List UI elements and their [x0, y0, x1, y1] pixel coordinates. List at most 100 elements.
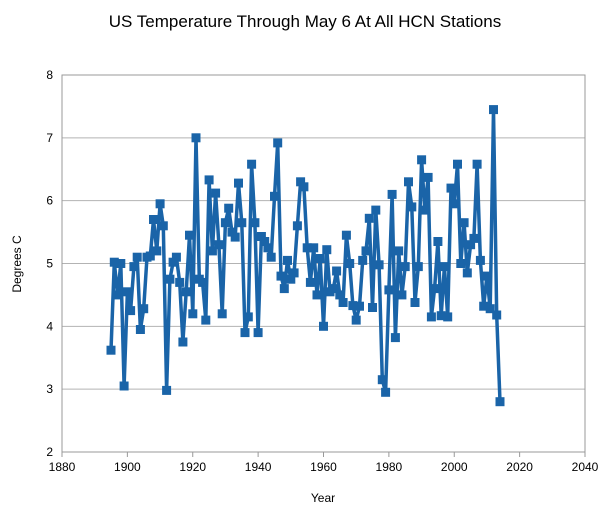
- data-point-1996: [436, 311, 446, 321]
- data-point-1900: [122, 287, 132, 297]
- data-point-1960: [319, 321, 328, 331]
- grid-lines: [62, 74, 585, 453]
- data-point-2006: [469, 233, 479, 243]
- data-point-1919: [185, 230, 194, 240]
- data-point-1990: [417, 155, 427, 165]
- data-point-1946: [273, 138, 283, 148]
- data-point-1912: [162, 385, 172, 395]
- data-point-1978: [377, 375, 387, 385]
- data-point-1994: [430, 284, 440, 294]
- data-point-1987: [407, 202, 417, 212]
- data-point-1937: [243, 312, 253, 322]
- data-point-2013: [492, 310, 502, 320]
- data-point-1965: [335, 290, 345, 300]
- data-point-1984: [397, 290, 407, 300]
- data-point-1925: [204, 175, 214, 185]
- data-point-1929: [217, 309, 227, 319]
- data-point-1939: [250, 218, 260, 228]
- data-point-2014: [495, 397, 505, 407]
- data-point-1895: [106, 345, 116, 355]
- data-point-2002: [456, 259, 466, 268]
- data-point-1897: [113, 290, 123, 300]
- x-tick-label-1920: 1920: [179, 460, 206, 474]
- data-point-2010: [482, 271, 492, 281]
- data-point-1976: [371, 205, 381, 215]
- x-tick-label-1900: 1900: [114, 460, 141, 474]
- data-point-2001: [453, 159, 462, 169]
- data-point-1953: [296, 177, 306, 187]
- y-tick-label-5: 5: [46, 257, 53, 271]
- data-point-1955: [302, 243, 312, 253]
- data-point-1969: [348, 301, 358, 311]
- data-point-1991: [420, 205, 430, 215]
- data-point-1980: [384, 285, 394, 295]
- data-point-1952: [292, 221, 302, 231]
- data-point-1943: [263, 243, 273, 253]
- x-tick-label-1960: 1960: [310, 460, 337, 474]
- y-tick-label-6: 6: [46, 194, 53, 208]
- data-point-1898: [116, 259, 126, 268]
- data-point-1934: [234, 178, 243, 188]
- data-point-1988: [410, 298, 420, 307]
- y-tick-label-4: 4: [46, 319, 53, 333]
- data-point-1923: [198, 277, 208, 287]
- data-point-1896: [109, 257, 119, 267]
- data-point-1985: [400, 262, 410, 272]
- data-point-1902: [129, 262, 139, 272]
- data-point-1905: [139, 304, 149, 314]
- x-tick-label-1880: 1880: [49, 460, 76, 474]
- data-point-1907: [145, 251, 155, 261]
- data-point-1909: [152, 246, 162, 256]
- data-points: [106, 105, 505, 407]
- data-point-1966: [338, 298, 348, 307]
- data-point-1924: [201, 315, 211, 325]
- data-point-1995: [433, 237, 443, 246]
- data-point-1914: [168, 257, 178, 267]
- data-point-1936: [240, 328, 250, 338]
- y-axis-ticks: 2 3 4 5 6 7 8: [46, 68, 53, 459]
- y-tick-label-8: 8: [46, 68, 53, 82]
- data-point-1920: [188, 309, 198, 319]
- data-point-1993: [426, 312, 436, 322]
- y-tick-label-7: 7: [46, 131, 53, 145]
- chart-title: US Temperature Through May 6 At All HCN …: [109, 12, 501, 31]
- data-point-1940: [253, 328, 263, 338]
- data-point-1899: [119, 381, 129, 391]
- data-point-1921: [191, 133, 201, 143]
- data-point-1961: [322, 245, 332, 255]
- data-point-1945: [270, 191, 279, 201]
- series-line: [109, 107, 502, 402]
- plot-area: [61, 74, 586, 453]
- data-point-1974: [364, 213, 374, 223]
- data-point-2007: [472, 159, 482, 169]
- y-tick-label-3: 3: [46, 382, 53, 396]
- data-point-1903: [132, 252, 142, 262]
- y-tick-label-2: 2: [46, 445, 53, 459]
- data-point-1935: [237, 218, 247, 228]
- data-point-2011: [485, 304, 495, 314]
- data-point-1956: [305, 277, 315, 287]
- data-point-1944: [266, 252, 276, 262]
- data-point-1933: [230, 232, 240, 242]
- data-point-1979: [381, 387, 391, 397]
- data-point-1918: [181, 287, 191, 297]
- data-point-1963: [328, 284, 338, 294]
- data-point-1950: [286, 274, 296, 284]
- data-point-1992: [423, 172, 433, 182]
- data-point-1970: [351, 315, 361, 325]
- data-point-1910: [155, 199, 165, 209]
- data-point-1947: [276, 271, 286, 281]
- data-point-1949: [283, 255, 292, 265]
- data-point-1942: [260, 237, 270, 246]
- data-point-1930: [220, 218, 230, 228]
- x-tick-label-2020: 2020: [506, 460, 533, 474]
- data-point-1908: [149, 215, 158, 224]
- x-axis-ticks: 1880 1900 1920 1940 1960 1980 2000 2020 2040: [49, 452, 599, 474]
- data-point-1977: [374, 260, 384, 270]
- x-tick-label-1980: 1980: [376, 460, 403, 474]
- x-tick-label-2040: 2040: [572, 460, 599, 474]
- data-point-1938: [247, 159, 257, 169]
- data-point-1928: [214, 240, 224, 250]
- data-point-1968: [345, 259, 355, 268]
- x-tick-label-1940: 1940: [245, 460, 272, 474]
